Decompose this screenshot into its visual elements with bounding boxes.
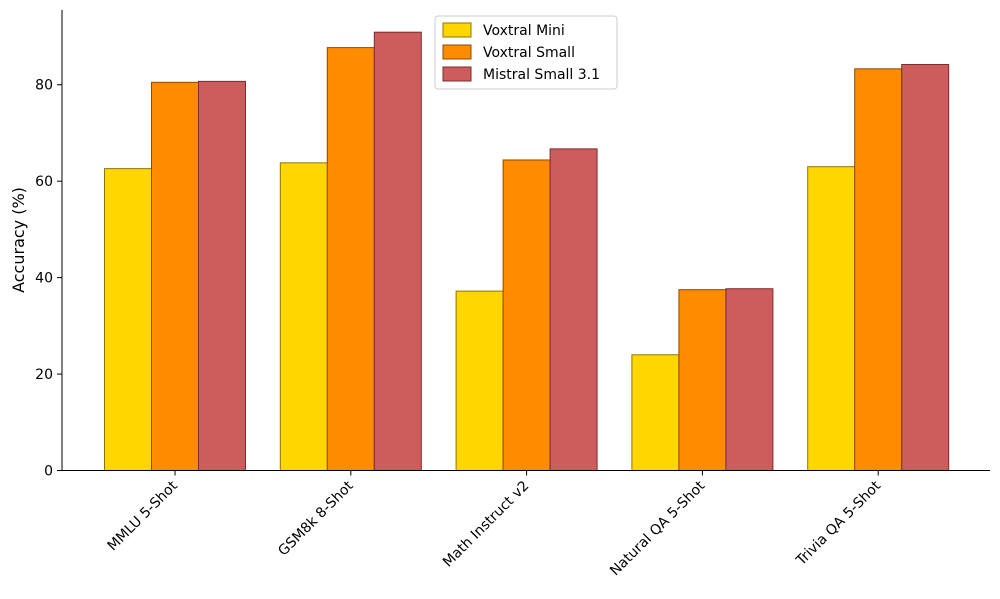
x-tick-label: Trivia QA 5-Shot	[793, 478, 885, 570]
bar-2-1	[373, 31, 422, 471]
x-ticks-group: MMLU 5-Shot GSM8k 8-Shot Math Instruct v2 N…	[105, 470, 885, 579]
bar-1-0	[151, 81, 199, 472]
x-tick-label: MMLU 5-Shot	[105, 478, 182, 555]
x-tick-label: GSM8k 8-Shot	[275, 478, 357, 560]
bar-2-0	[198, 80, 246, 471]
bar-0-3	[631, 354, 680, 471]
legend-swatch	[442, 44, 472, 60]
legend: Voxtral Mini Voxtral Small Mistral Small 3…	[434, 15, 618, 90]
y-tick-label: 60	[35, 174, 53, 190]
bar-0-2	[455, 290, 504, 471]
bar-2-4	[901, 63, 950, 471]
bar-0-4	[807, 166, 856, 471]
y-tick-label: 20	[35, 367, 53, 383]
bars-group	[104, 31, 950, 472]
legend-label: Voxtral Mini	[483, 23, 565, 39]
legend-swatch	[442, 66, 472, 82]
bar-0-1	[279, 162, 328, 472]
x-tick-label: Natural QA 5-Shot	[607, 478, 708, 579]
legend-swatch	[442, 22, 472, 38]
bar-2-2	[549, 148, 598, 471]
y-tick-label: 40	[35, 271, 53, 287]
x-tick-label: Math Instruct v2	[440, 478, 532, 570]
y-axis-title: Accuracy (%)	[9, 187, 28, 293]
legend-label: Mistral Small 3.1	[483, 67, 600, 83]
y-tick-label: 0	[44, 464, 53, 480]
axes-group	[61, 10, 990, 471]
bar-1-3	[678, 289, 727, 471]
y-tick-label: 80	[35, 78, 53, 94]
bar-0-0	[104, 168, 152, 471]
bar-1-4	[854, 68, 903, 471]
bar-1-1	[326, 47, 375, 472]
bar-2-3	[725, 288, 774, 471]
bar-1-2	[502, 159, 551, 471]
y-ticks-group: 0 20 40 60 80	[35, 78, 62, 480]
legend-label: Voxtral Small	[483, 45, 575, 61]
legend-frame	[434, 15, 618, 90]
